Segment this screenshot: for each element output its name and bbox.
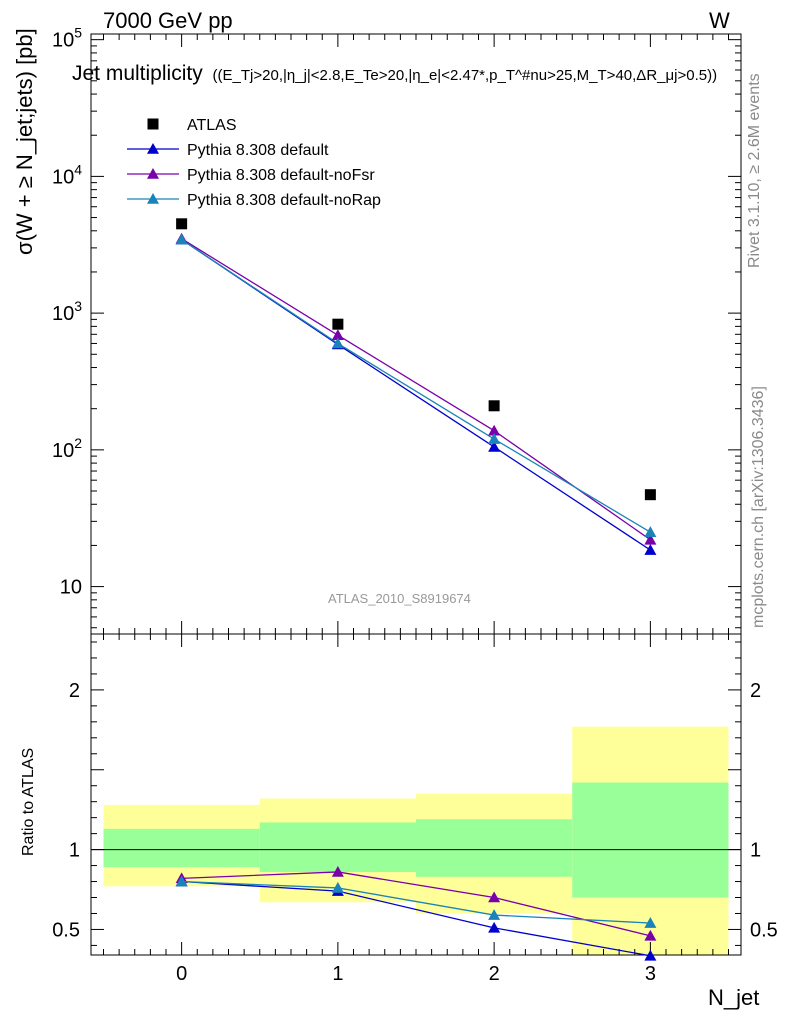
process-label: W [709, 8, 730, 33]
data-point-pythia-3 [644, 526, 657, 537]
ratio-point-2 [644, 917, 657, 928]
ratio-y-tick-label-right: 0.5 [750, 919, 778, 941]
ratio-point-2 [331, 881, 344, 893]
legend: ATLAS Pythia 8.308 default Pythia 8.308 de… [127, 117, 381, 209]
x-tick-label: 1 [332, 963, 343, 985]
ratio-plot-frame [90, 633, 742, 956]
ratio-band-inner [259, 822, 416, 872]
ratio-uncertainty-bands [103, 726, 729, 955]
ratio-plot-series [175, 865, 657, 961]
ratio-point-1 [644, 929, 657, 941]
x-tick-label: 0 [176, 963, 187, 985]
ratio-y-tick-label: 0.5 [52, 919, 80, 941]
rivet-version-label: Rivet 3.1.10, ≥ 2.6M events [746, 73, 763, 268]
ratio-line-1 [181, 871, 651, 937]
y-tick-label: 102 [52, 435, 82, 462]
legend-marker-atlas [147, 118, 159, 130]
main-plot-series [175, 218, 657, 555]
ratio-y-tick-label-right: 2 [750, 680, 761, 702]
x-tick-label: 3 [645, 963, 656, 985]
ratio-point-1 [488, 891, 501, 903]
y-tick-label: 104 [52, 161, 82, 188]
legend-label: Pythia 8.308 default [187, 142, 329, 159]
data-point-pythia-3 [488, 433, 501, 444]
series-line-2 [181, 238, 651, 541]
data-point-pythia-2 [331, 329, 344, 340]
data-point-atlas [488, 400, 500, 412]
data-point-pythia-3 [331, 337, 344, 349]
ratio-band-inner [416, 819, 573, 877]
data-point-atlas [176, 218, 188, 230]
ratio-band-inner [103, 828, 260, 868]
plot-cuts: ((E_Tj>20,|η_j|<2.8,E_Te>20,|η_e|<2.47*,… [212, 67, 718, 84]
ratio-point-2 [175, 875, 188, 887]
ratio-point-1 [331, 865, 344, 877]
legend-label: ATLAS [187, 117, 237, 134]
x-axis-title: N_jet [708, 985, 760, 1010]
y-tick-label: 103 [52, 298, 82, 325]
energy-label: 7000 GeV pp [103, 8, 233, 33]
legend-label: Pythia 8.308 default-noRap [187, 192, 381, 209]
series-line-3 [181, 239, 651, 533]
data-point-pythia-2 [644, 533, 657, 545]
x-tick-label: 2 [489, 963, 500, 985]
ratio-y-tick-label: 1 [69, 840, 80, 862]
ratio-y-axis-title: Ratio to ATLAS [20, 747, 37, 856]
plot-title-line: Jet multiplicity ((E_Tj>20,|η_j|<2.8,E_T… [72, 62, 717, 86]
ratio-band-inner [572, 782, 729, 898]
data-point-pythia-2 [488, 424, 501, 436]
data-point-pythia-3 [175, 233, 188, 245]
plot-title: Jet multiplicity [72, 62, 203, 85]
mcplots-label: mcplots.cern.ch [arXiv:1306.3436] [750, 386, 767, 628]
data-point-pythia-1 [488, 440, 501, 452]
legend-marker [147, 143, 159, 154]
ratio-line-0 [181, 880, 651, 957]
ratio-y-tick-label-right: 1 [750, 840, 761, 862]
ratio-line-2 [181, 880, 651, 924]
data-point-pythia-1 [644, 544, 657, 555]
legend-marker [147, 168, 159, 179]
legend-marker [147, 193, 159, 204]
y-tick-label: 105 [52, 25, 82, 52]
ratio-point-0 [644, 949, 657, 961]
ratio-point-2 [488, 909, 501, 920]
legend-label: Pythia 8.308 default-noFsr [187, 167, 375, 184]
ratio-point-0 [488, 921, 501, 933]
tick-labels: 0 1 2 3 10 102 103 104 105 0.5 0.5 1 1 2 2 [52, 25, 778, 985]
data-point-atlas [644, 489, 656, 501]
ratio-y-tick-label: 2 [69, 680, 80, 702]
data-point-atlas [332, 318, 344, 330]
analysis-label: ATLAS_2010_S8919674 [328, 591, 471, 606]
y-tick-label: 10 [60, 577, 82, 599]
main-y-axis-title: σ(W + ≥ N_jet;jets) [pb] [12, 28, 37, 255]
